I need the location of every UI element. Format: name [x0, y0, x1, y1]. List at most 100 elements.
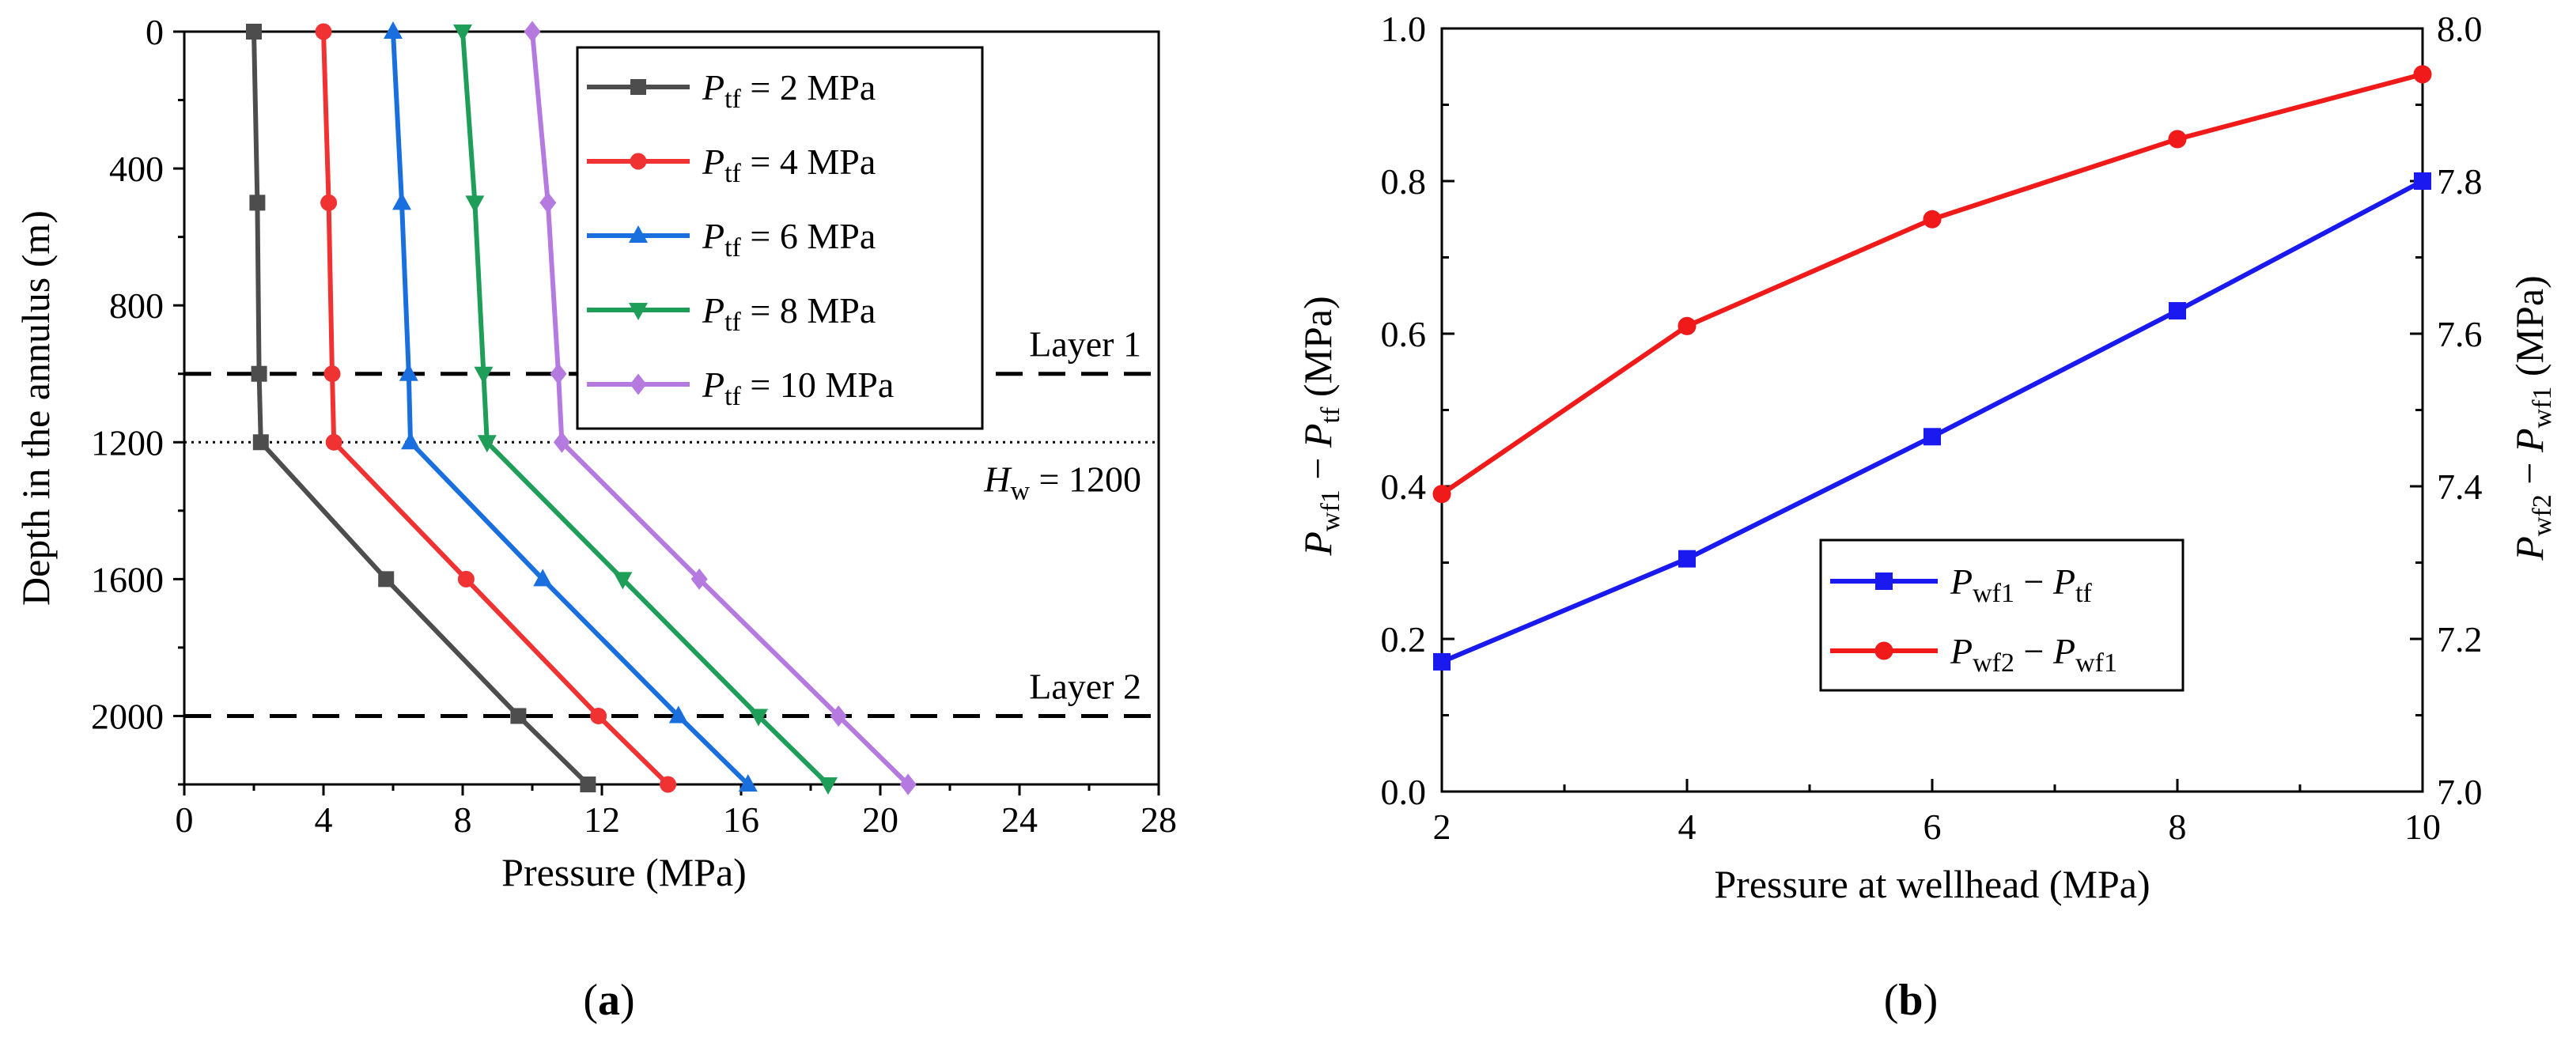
legend-label-a-2: Ptf = 6 MPa — [702, 216, 876, 263]
data-point-a-0-5 — [510, 708, 527, 724]
x-tick-label-b-3: 8 — [2169, 807, 2187, 847]
data-point-b-1-3 — [2168, 130, 2187, 149]
data-point-a-4-0 — [524, 21, 541, 43]
y2-tick-label-b-0: 7.0 — [2437, 772, 2483, 812]
data-point-a-0-2 — [251, 365, 267, 382]
y-tick-label-a-0: 0 — [146, 12, 164, 52]
legend-label-a-4: Ptf = 10 MPa — [702, 365, 894, 411]
data-point-a-3-1 — [465, 195, 485, 214]
legend-marker-a-3 — [629, 303, 648, 320]
data-point-a-1-6 — [660, 776, 677, 793]
y-tick-label-b-0: 0.0 — [1381, 772, 1427, 812]
data-point-a-2-4 — [533, 569, 553, 587]
reference-label-0: Layer 1 — [1029, 324, 1141, 365]
x-tick-label-a-5: 20 — [862, 799, 898, 840]
data-point-a-3-6 — [819, 777, 838, 795]
data-point-a-2-1 — [392, 192, 411, 210]
y-axis-title-a: Depth in the annulus (m) — [13, 210, 58, 606]
data-point-a-4-6 — [899, 773, 917, 795]
data-point-b-1-4 — [2413, 65, 2432, 84]
x-tick-label-a-7: 28 — [1140, 799, 1177, 840]
x-tick-label-a-3: 12 — [584, 799, 620, 840]
data-point-b-0-2 — [1923, 428, 1941, 446]
legend-box-b — [1819, 539, 2184, 692]
legend-label-b-0: Pwf1 − Ptf — [1950, 561, 2093, 608]
reference-label-2: Layer 2 — [1029, 666, 1141, 706]
data-point-a-4-5 — [830, 705, 847, 727]
data-point-a-4-2 — [550, 363, 567, 385]
data-point-b-0-0 — [1433, 652, 1451, 671]
y-tick-label-a-5: 2000 — [91, 696, 164, 736]
y-tick-label-a-1: 400 — [109, 149, 164, 189]
data-point-b-0-3 — [2169, 302, 2186, 320]
data-point-a-1-3 — [325, 433, 342, 451]
chart-panel-b: 2 4 6 8 10 0.0 0.2 0.4 0.6 0.8 1.0 7.0 7.2 7.4 7.6 7.8 8… — [1296, 9, 2557, 1025]
y-tick-label-a-2: 800 — [109, 285, 164, 326]
y-tick-label-b-3: 0.6 — [1381, 314, 1427, 354]
legend-label-a-1: Ptf = 4 MPa — [702, 142, 876, 188]
data-point-a-4-4 — [690, 568, 708, 590]
data-point-a-3-0 — [453, 25, 472, 42]
x-tick-label-a-0: 0 — [176, 799, 194, 840]
x-axis-title-a: Pressure (MPa) — [501, 850, 747, 894]
chart-panel-a: 0 4 8 12 16 20 24 28 0 400 800 1200 1600 2000 Pressure… — [13, 12, 1177, 1025]
data-point-a-3-4 — [613, 572, 633, 590]
data-point-b-0-1 — [1678, 550, 1696, 568]
data-point-a-3-2 — [474, 366, 494, 384]
data-point-a-0-1 — [249, 195, 266, 211]
legend-marker-a-2 — [629, 225, 648, 243]
y2-tick-label-b-5: 8.0 — [2437, 9, 2483, 49]
x-tick-label-b-1: 4 — [1678, 807, 1697, 847]
y-tick-label-a-3: 1200 — [91, 422, 164, 463]
y-axis-title-b: Pwf1 − Ptf (MPa) — [1296, 296, 1345, 556]
data-point-b-1-2 — [1923, 210, 1942, 229]
legend-label-a-0: Ptf = 2 MPa — [702, 67, 876, 114]
data-point-a-1-5 — [590, 707, 607, 724]
data-point-a-1-4 — [457, 570, 475, 588]
legend-label-a-3: Ptf = 8 MPa — [702, 290, 876, 337]
y-tick-label-b-1: 0.2 — [1381, 619, 1427, 659]
legend-label-b-1: Pwf2 − Pwf1 — [1950, 631, 2117, 678]
y-tick-label-b-4: 0.8 — [1381, 161, 1427, 202]
data-point-a-0-4 — [378, 571, 395, 588]
data-point-a-4-3 — [553, 431, 570, 453]
data-point-a-1-1 — [320, 194, 338, 211]
panel-label-a: (a) — [583, 976, 634, 1025]
legend-marker-a-0 — [630, 79, 646, 95]
data-point-a-1-0 — [315, 23, 332, 40]
x-tick-label-a-6: 24 — [1001, 799, 1038, 840]
y2-tick-label-b-1: 7.2 — [2437, 619, 2483, 659]
data-point-a-2-6 — [738, 774, 758, 792]
x-tick-label-b-0: 2 — [1433, 807, 1451, 847]
x-axis-title-b: Pressure at wellhead (MPa) — [1714, 862, 2150, 906]
legend-marker-b-0 — [1875, 573, 1893, 590]
y-tick-label-b-2: 0.4 — [1381, 467, 1427, 507]
panel-label-b: (b) — [1884, 976, 1938, 1025]
data-point-b-1-0 — [1432, 485, 1451, 504]
legend-marker-a-1 — [630, 153, 647, 170]
legend-marker-b-1 — [1874, 641, 1893, 660]
data-point-a-3-5 — [749, 709, 768, 727]
x-tick-label-a-4: 16 — [723, 799, 759, 840]
data-point-a-0-3 — [252, 434, 269, 451]
data-point-a-3-3 — [477, 435, 497, 453]
legend-marker-a-4 — [630, 373, 647, 395]
data-point-a-4-1 — [539, 191, 557, 214]
y-tick-label-b-5: 1.0 — [1381, 9, 1427, 49]
x-tick-label-a-2: 8 — [454, 799, 472, 840]
data-point-a-2-3 — [401, 432, 420, 450]
data-point-a-2-5 — [668, 705, 688, 724]
y2-tick-label-b-2: 7.4 — [2437, 467, 2483, 507]
data-point-b-0-4 — [2414, 172, 2431, 190]
data-point-b-1-1 — [1678, 316, 1697, 335]
x-tick-label-a-1: 4 — [315, 799, 333, 840]
data-point-a-2-0 — [384, 21, 403, 39]
data-point-a-0-0 — [246, 24, 262, 40]
data-point-a-2-2 — [399, 363, 418, 381]
reference-label-1: Hw = 1200 — [983, 459, 1141, 505]
data-point-a-1-2 — [323, 365, 341, 383]
y2-tick-label-b-4: 7.8 — [2437, 161, 2483, 202]
y-tick-label-a-4: 1600 — [91, 559, 164, 599]
y2-tick-label-b-3: 7.6 — [2437, 314, 2483, 354]
